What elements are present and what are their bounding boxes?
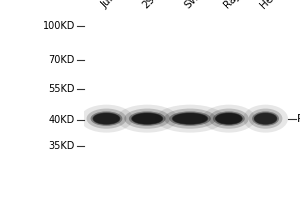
Text: PAICS: PAICS — [297, 114, 300, 124]
Ellipse shape — [132, 113, 163, 124]
Ellipse shape — [80, 105, 133, 133]
Ellipse shape — [252, 111, 279, 126]
Ellipse shape — [254, 113, 277, 124]
Ellipse shape — [155, 105, 225, 133]
Ellipse shape — [243, 105, 288, 133]
Ellipse shape — [87, 109, 126, 129]
Ellipse shape — [117, 105, 178, 133]
Ellipse shape — [213, 111, 245, 126]
Ellipse shape — [129, 111, 166, 126]
Ellipse shape — [124, 109, 170, 129]
Ellipse shape — [164, 109, 216, 129]
Ellipse shape — [215, 112, 243, 125]
Ellipse shape — [93, 113, 120, 124]
Text: 35KD: 35KD — [49, 141, 75, 151]
Ellipse shape — [249, 109, 282, 129]
Ellipse shape — [254, 112, 277, 125]
Ellipse shape — [131, 112, 163, 125]
Text: 55KD: 55KD — [49, 84, 75, 94]
Text: 100KD: 100KD — [43, 21, 75, 31]
Ellipse shape — [216, 113, 242, 124]
Ellipse shape — [173, 113, 207, 124]
Text: Jurkat: Jurkat — [99, 0, 128, 10]
Text: Raji: Raji — [222, 0, 242, 10]
Text: 70KD: 70KD — [49, 55, 75, 65]
Text: 293T: 293T — [140, 0, 166, 10]
Text: HeLa: HeLa — [259, 0, 284, 10]
Text: 40KD: 40KD — [49, 115, 75, 125]
Ellipse shape — [169, 111, 211, 126]
Ellipse shape — [92, 112, 120, 125]
Ellipse shape — [202, 105, 255, 133]
Ellipse shape — [209, 109, 249, 129]
Ellipse shape — [172, 112, 208, 125]
Text: SW620: SW620 — [183, 0, 216, 10]
Ellipse shape — [91, 111, 122, 126]
